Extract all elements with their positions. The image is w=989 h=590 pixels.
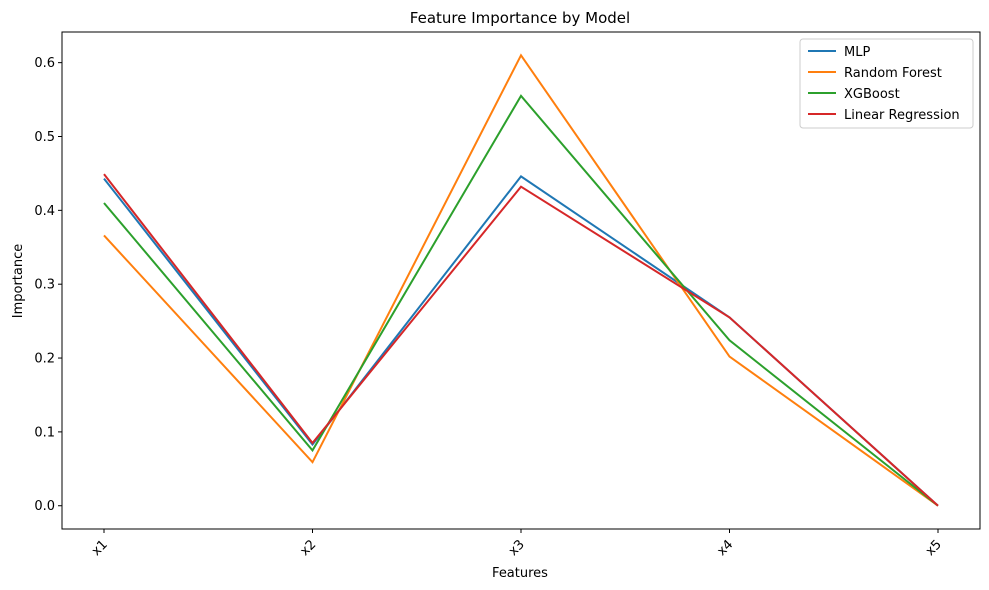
- y-tick-label: 0.5: [34, 130, 55, 145]
- y-tick-label: 0.2: [34, 352, 55, 367]
- legend-label-random-forest: Random Forest: [844, 66, 942, 81]
- y-tick-label: 0.1: [34, 425, 55, 440]
- series-line-linear-regression: [103, 173, 939, 507]
- y-tick-label: 0.6: [34, 56, 55, 71]
- legend-frame: [799, 38, 974, 129]
- series-lines: [103, 53, 939, 507]
- legend-label-xgboost: XGBoost: [844, 87, 900, 102]
- legend-label-mlp: MLP: [844, 45, 870, 60]
- y-tick-label: 0.3: [34, 278, 55, 293]
- y-axis: 0.0 0.1 0.2 0.3 0.4 0.5 0.6: [34, 56, 62, 514]
- series-line-random-forest: [103, 53, 939, 507]
- y-axis-label: Importance: [11, 244, 26, 319]
- legend: MLP Random Forest XGBoost Linear Regression: [799, 38, 974, 129]
- y-tick-label: 0.0: [34, 499, 55, 514]
- x-axis-label: Features: [492, 566, 548, 581]
- series-line-xgboost: [103, 94, 939, 507]
- y-tick-label: 0.4: [34, 204, 55, 219]
- chart-title: Feature Importance by Model: [410, 9, 630, 27]
- legend-label-linear-regression: Linear Regression: [844, 108, 960, 123]
